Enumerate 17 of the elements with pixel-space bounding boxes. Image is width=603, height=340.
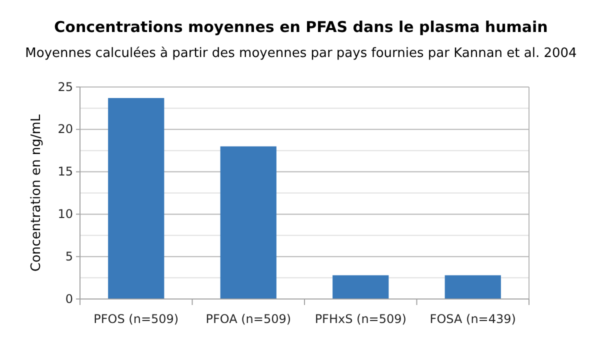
chart-title: Concentrations moyennes en PFAS dans le plasma humain (54, 18, 548, 36)
y-tick-label: 0 (65, 292, 73, 306)
x-tick-label: PFHxS (n=509) (314, 312, 406, 326)
y-tick-label: 20 (58, 122, 73, 136)
y-tick-label: 15 (58, 164, 73, 179)
bar (220, 146, 276, 299)
x-tick-label: PFOA (n=509) (206, 312, 292, 326)
y-tick-label: 5 (65, 249, 73, 264)
y-axis-title: Concentration en ng/mL (29, 114, 44, 272)
x-tick-label: PFOS (n=509) (94, 312, 179, 326)
bar (332, 275, 389, 299)
x-tick-label: FOSA (n=439) (430, 312, 516, 326)
chart-subtitle: Moyennes calculées à partir des moyennes par pays fournies par Kannan et al. 2004 (25, 46, 577, 61)
bar (108, 98, 164, 299)
y-tick-label: 25 (58, 80, 73, 94)
bar (444, 275, 501, 299)
y-tick-label: 10 (58, 207, 73, 222)
